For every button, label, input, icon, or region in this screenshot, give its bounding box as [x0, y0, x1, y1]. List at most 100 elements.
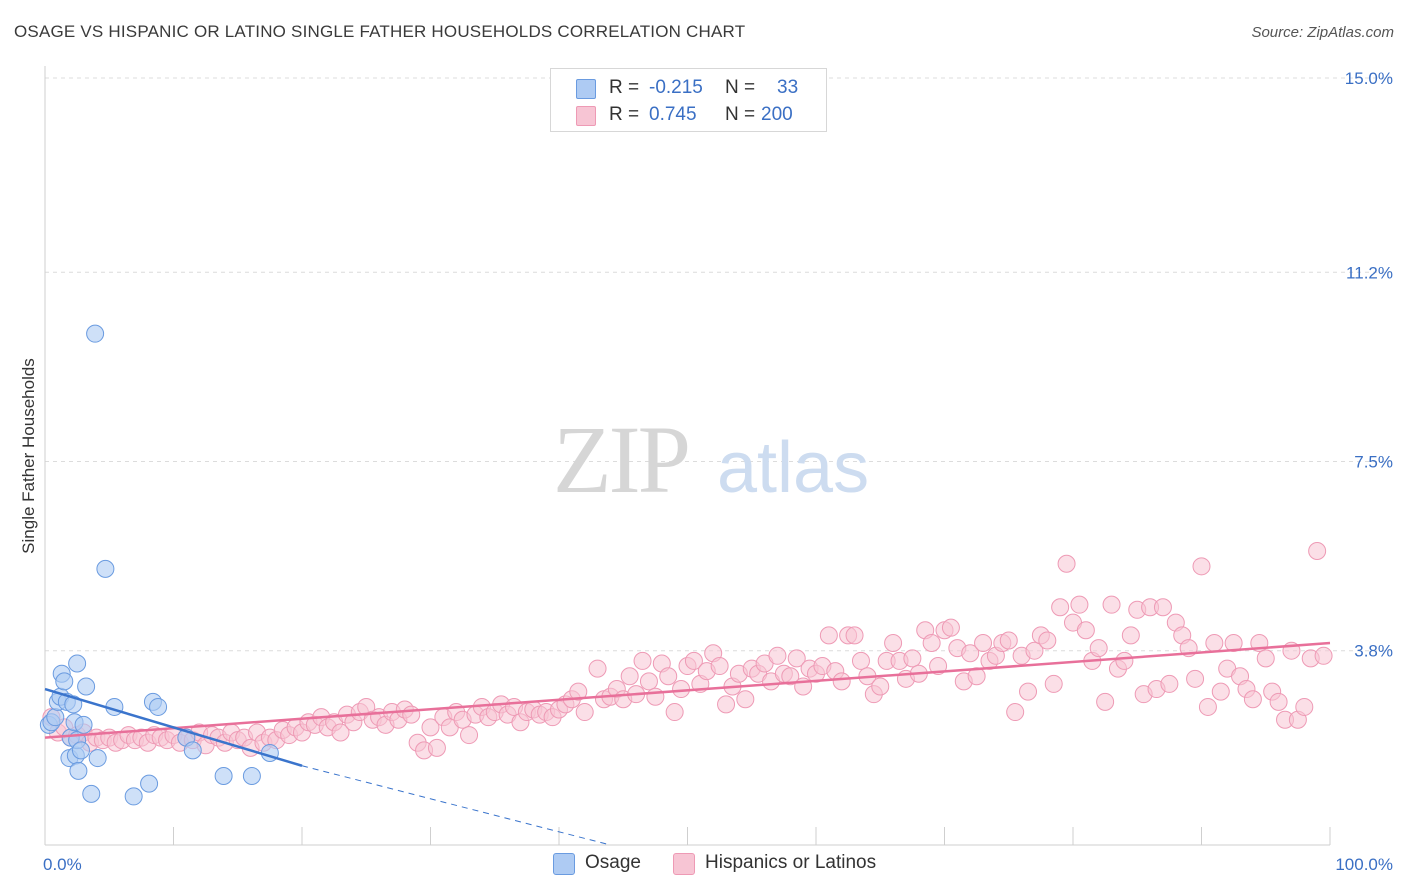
osage-point — [77, 677, 96, 696]
hispanic-point — [903, 649, 922, 668]
hispanic-point — [588, 659, 607, 678]
hispanic-point — [639, 672, 658, 691]
hispanic-point — [851, 651, 870, 670]
hispanic-point — [1089, 639, 1108, 658]
legend-r-label: R = — [609, 77, 640, 98]
hispanic-point — [1256, 649, 1275, 668]
hispanic-point — [402, 705, 421, 724]
hispanic-point — [1096, 692, 1115, 711]
hispanic-point — [1198, 697, 1217, 716]
legend-r-label: R = — [609, 104, 640, 125]
hispanic-point — [331, 723, 350, 742]
hispanic-point — [460, 726, 479, 745]
hispanic-swatch — [576, 106, 596, 126]
osage-point — [183, 741, 202, 760]
hispanic-point — [1006, 703, 1025, 722]
hispanic-point — [1160, 674, 1179, 693]
hispanic-point — [575, 703, 594, 722]
hispanic-point — [665, 703, 684, 722]
trend-lines — [44, 641, 1331, 846]
y-tick-label: 3.8% — [1354, 642, 1393, 661]
hispanic-point — [646, 687, 665, 706]
hispanic-point — [427, 738, 446, 757]
hispanic-point — [1076, 621, 1095, 640]
osage-point — [149, 697, 168, 716]
legend-n-label: N = — [725, 104, 756, 125]
osage-point — [96, 559, 115, 578]
hispanic-point — [768, 646, 787, 665]
hispanic-point — [1308, 541, 1327, 560]
osage-point — [64, 695, 83, 714]
hispanic-point — [1314, 646, 1333, 665]
osage-point — [88, 749, 107, 768]
hispanic-point — [999, 631, 1018, 650]
hispanic-point — [832, 672, 851, 691]
chart-title: OSAGE VS HISPANIC OR LATINO SINGLE FATHE… — [14, 22, 746, 41]
hispanic-point — [421, 718, 440, 737]
hispanic-point — [1051, 598, 1070, 617]
hispanic-point — [569, 682, 588, 701]
hispanic-point — [967, 667, 986, 686]
hispanic-point — [929, 657, 948, 676]
hispanic-point — [1205, 634, 1224, 653]
hispanic-point — [736, 690, 755, 709]
hispanic-point — [1070, 595, 1089, 614]
watermark-atlas: atlas — [717, 428, 869, 508]
hispanic-point — [922, 634, 941, 653]
osage-swatch — [576, 79, 596, 99]
osage-trend-line — [44, 687, 303, 767]
hispanic-point — [1186, 669, 1205, 688]
hispanic-point — [1115, 651, 1134, 670]
osage-point — [124, 787, 143, 806]
y-tick-label: 7.5% — [1354, 453, 1393, 472]
y-axis-label: Single Father Households — [19, 358, 38, 554]
hispanic-point — [1243, 690, 1262, 709]
hispanic-point — [1269, 692, 1288, 711]
hispanic-point — [845, 626, 864, 645]
hispanic-point — [1192, 557, 1211, 576]
correlation-legend: R = -0.215 N = 33 R = 0.745 N = 200 — [550, 68, 827, 132]
hispanic-point — [1102, 595, 1121, 614]
hispanic-point — [1153, 598, 1172, 617]
osage-point — [55, 672, 74, 691]
legend-row-hispanic: R = 0.745 N = 200 — [551, 102, 826, 128]
hispanic-point — [1025, 641, 1044, 660]
x-tick-label: 0.0% — [43, 855, 82, 874]
hispanic-point — [1211, 682, 1230, 701]
x-tick-labels: 0.0% 100.0% — [43, 855, 1393, 874]
osage-point — [242, 766, 261, 785]
osage-point — [214, 766, 233, 785]
hispanic-point — [717, 695, 736, 714]
hispanic-swatch — [673, 853, 695, 875]
hispanic-point — [884, 634, 903, 653]
hispanic-point — [1121, 626, 1140, 645]
osage-point — [86, 324, 105, 343]
hispanic-point — [1295, 697, 1314, 716]
hispanic-point — [684, 651, 703, 670]
hispanic-point — [1044, 674, 1063, 693]
gridlines — [45, 77, 1392, 652]
hispanic-point — [819, 626, 838, 645]
osage-point — [46, 708, 65, 727]
hispanic-point — [1224, 634, 1243, 653]
legend-n-value: 33 — [777, 77, 799, 98]
legend-n-label: N = — [725, 77, 756, 98]
hispanic-point — [1057, 554, 1076, 573]
osage-points — [39, 324, 279, 806]
osage-point — [140, 774, 159, 793]
legend-label: Osage — [585, 852, 641, 873]
legend-label: Hispanics or Latinos — [705, 852, 877, 873]
osage-swatch — [553, 853, 575, 875]
hispanic-point — [710, 657, 729, 676]
osage-trend-extension — [301, 765, 611, 846]
legend-r-value: -0.215 — [649, 77, 703, 98]
y-tick-label: 11.2% — [1346, 263, 1393, 282]
x-tick-label: 100.0% — [1335, 855, 1393, 874]
osage-point — [74, 715, 93, 734]
osage-point — [69, 761, 88, 780]
hispanic-point — [633, 651, 652, 670]
legend-r-value: 0.745 — [649, 104, 697, 125]
legend-row-osage: R = -0.215 N = 33 — [551, 75, 826, 101]
hispanic-point — [941, 618, 960, 637]
